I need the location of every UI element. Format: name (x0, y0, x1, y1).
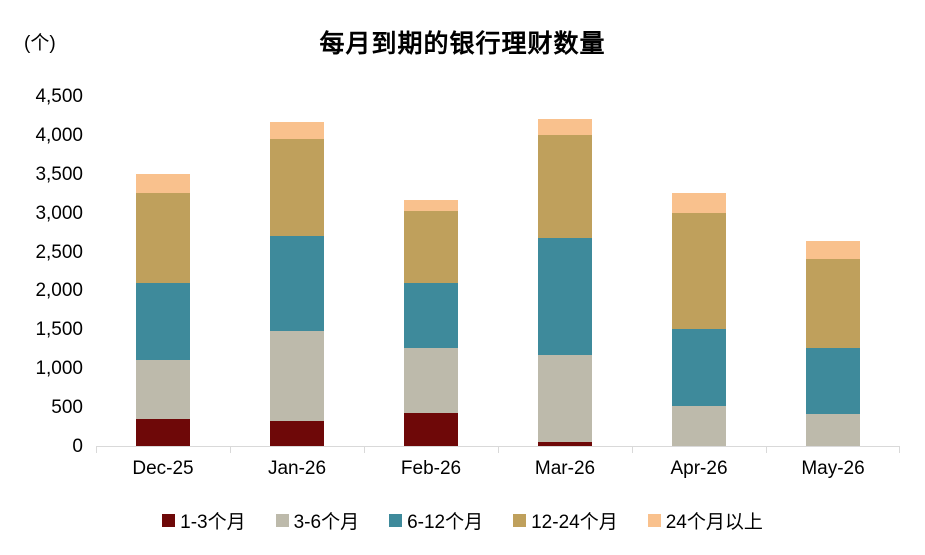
legend-label: 12-24个月 (531, 512, 618, 533)
legend-swatch-icon (647, 514, 661, 527)
chart-title: 每月到期的银行理财数量 (319, 30, 606, 58)
legend-swatch-icon (389, 514, 403, 527)
x-axis-tick-mark (766, 446, 767, 453)
bar-segment-3-6个月 (806, 414, 860, 446)
legend-item-12-24个月: 12-24个月 (513, 507, 618, 534)
x-axis-category-label: Dec-25 (132, 458, 194, 479)
x-axis-tick-mark (96, 446, 97, 453)
bar-segment-3-6个月 (672, 406, 726, 446)
x-axis-tick-mark (498, 446, 499, 453)
bar-segment-24个月以上 (404, 200, 458, 212)
legend-item-1-3个月: 1-3个月 (162, 507, 246, 534)
legend-item-6-12个月: 6-12个月 (389, 507, 483, 534)
bar-segment-6-12个月 (270, 236, 324, 331)
bar-segment-6-12个月 (538, 238, 592, 355)
x-axis-tick-mark (632, 446, 633, 453)
y-axis-tick-label: 1,500 (35, 319, 83, 341)
bar-segment-12-24个月 (270, 138, 324, 236)
x-axis-category-label: May-26 (801, 458, 865, 479)
bar-segment-6-12个月 (806, 348, 860, 415)
x-axis-category-label: Mar-26 (534, 458, 596, 479)
y-axis-unit-label: (个) (24, 33, 56, 54)
legend-swatch-icon (275, 514, 289, 527)
y-axis-tick-label: 2,500 (35, 241, 83, 263)
bar-segment-6-12个月 (672, 328, 726, 407)
bar-segment-12-24个月 (136, 193, 190, 283)
plot-area: 0 500 1,000 1,500 2,000 2,500 3,000 3,500 4,000 4… (35, 87, 900, 479)
stacked-bar-Jan-26 (270, 97, 324, 446)
bar-segment-24个月以上 (672, 193, 726, 213)
bar-segment-6-12个月 (136, 282, 190, 361)
stacked-bar-Dec-25 (136, 97, 190, 446)
legend-swatch-icon (162, 514, 176, 527)
stacked-bar-Mar-26 (538, 97, 592, 446)
bar-segment-1-3个月 (538, 442, 592, 446)
x-axis-category-label: Apr-26 (670, 458, 728, 479)
stacked-bar-May-26 (806, 97, 860, 446)
y-axis-tick-label: 3,000 (35, 202, 83, 224)
bar-segment-3-6个月 (136, 360, 190, 419)
bar-segment-6-12个月 (404, 282, 458, 348)
legend-item-24个月以上: 24个月以上 (647, 507, 763, 534)
bar-segment-24个月以上 (270, 121, 324, 139)
stacked-bar-Feb-26 (404, 97, 458, 446)
y-axis-tick-label: 500 (51, 397, 83, 419)
bar-segment-3-6个月 (538, 355, 592, 443)
x-axis-category-label: Jan-26 (267, 458, 327, 479)
legend-label: 24个月以上 (665, 512, 763, 533)
y-axis-tick-label: 0 (72, 436, 83, 457)
y-axis-tick-label: 2,000 (35, 280, 83, 302)
y-axis-tick-label: 4,500 (35, 86, 83, 107)
x-axis-tick-mark (899, 446, 900, 453)
bar-segment-1-3个月 (136, 418, 190, 446)
stacked-bar-Apr-26 (672, 97, 726, 446)
bar-segment-24个月以上 (538, 119, 592, 135)
bar-segment-3-6个月 (270, 330, 324, 422)
bar-segment-12-24个月 (404, 211, 458, 283)
bar-segment-3-6个月 (404, 348, 458, 413)
bar-segment-24个月以上 (806, 240, 860, 260)
y-axis-tick-label: 3,500 (35, 163, 83, 185)
y-axis-tick-label: 4,000 (35, 124, 83, 146)
bar-segment-12-24个月 (672, 212, 726, 329)
y-axis-tick-label: 1,000 (35, 358, 83, 380)
bar-segment-1-3个月 (270, 421, 324, 446)
bar-segment-1-3个月 (404, 412, 458, 446)
bar-segment-12-24个月 (538, 134, 592, 239)
legend-label: 6-12个月 (407, 512, 484, 533)
bar-segment-24个月以上 (136, 173, 190, 194)
legend-label: 1-3个月 (180, 512, 246, 533)
x-axis-tick-mark (230, 446, 231, 453)
legend-label: 3-6个月 (293, 512, 360, 533)
legend: 1-3个月 3-6个月 6-12个月 12-24个月 24个月以上 (0, 507, 925, 534)
x-axis-category-label: Feb-26 (400, 458, 462, 479)
legend-swatch-icon (513, 514, 527, 527)
x-axis-tick-mark (364, 446, 365, 453)
legend-item-3-6个月: 3-6个月 (275, 507, 360, 534)
bar-segment-12-24个月 (806, 259, 860, 348)
